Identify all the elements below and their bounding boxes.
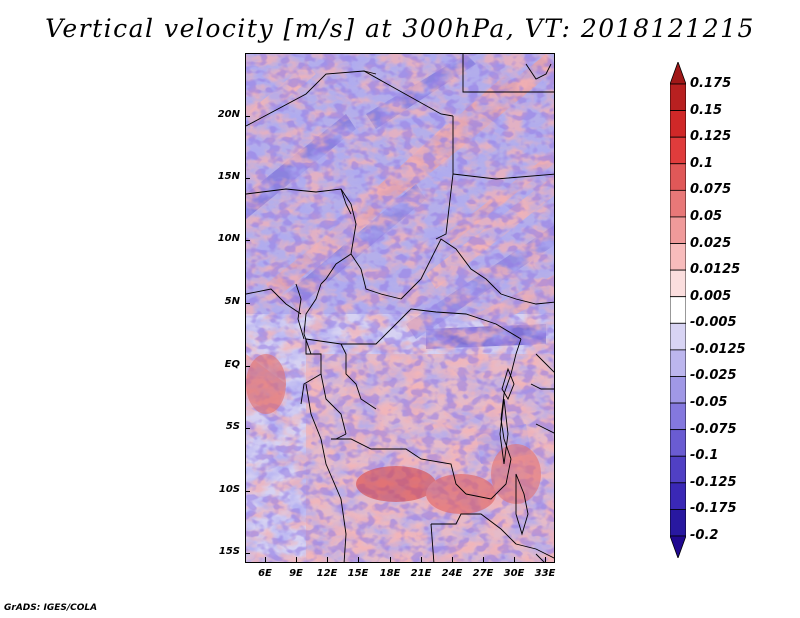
colorbar-bin xyxy=(670,216,686,244)
lon-tick xyxy=(483,557,484,562)
colorbar-label: -0.2 xyxy=(690,528,719,543)
colorbar-label: 0.175 xyxy=(690,76,732,91)
lat-label-15n: 15N xyxy=(217,171,240,182)
colorbar-label: 0.0125 xyxy=(690,262,741,278)
colorbar-label: 0.075 xyxy=(690,182,732,198)
lon-tick xyxy=(327,557,328,562)
colorbar-label: -0.025 xyxy=(690,368,737,384)
lon-tick xyxy=(421,557,422,562)
colorbar-bin xyxy=(670,136,686,165)
lat-tick xyxy=(245,116,250,117)
colorbar-bin xyxy=(670,455,686,484)
colorbar-bin xyxy=(670,509,686,537)
lon-tick xyxy=(358,557,359,562)
lon-label-21e: 21E xyxy=(410,568,432,579)
lat-label-5n: 5N xyxy=(224,296,240,307)
lon-label-9e: 9E xyxy=(289,568,303,579)
lon-tick xyxy=(452,557,453,562)
lat-tick xyxy=(245,366,250,367)
grads-credit: GrADS: IGES/COLA xyxy=(4,603,98,613)
map-panel xyxy=(245,53,555,563)
colorbar-label: 0.125 xyxy=(690,129,732,145)
colorbar-bin xyxy=(670,402,686,431)
colorbar-label: 0.05 xyxy=(690,208,723,224)
colorbar-bin xyxy=(670,83,686,111)
lon-tick xyxy=(265,557,266,562)
colorbar-min-arrow xyxy=(670,535,686,558)
lon-label-18e: 18E xyxy=(379,568,401,579)
colorbar-label: -0.0125 xyxy=(690,341,746,357)
lat-tick xyxy=(245,553,250,554)
lat-tick xyxy=(245,240,250,241)
lat-label-5s: 5S xyxy=(225,421,240,432)
colorbar-bin xyxy=(670,296,686,324)
lon-label-33e: 33E xyxy=(534,568,556,579)
colorbar-bin xyxy=(670,429,686,457)
lat-tick xyxy=(245,428,250,429)
lon-tick xyxy=(390,557,391,562)
lat-label-20n: 20N xyxy=(217,109,240,120)
colorbar-bin xyxy=(670,376,686,404)
colorbar-bin xyxy=(670,163,686,191)
lat-tick xyxy=(245,491,250,492)
lat-tick xyxy=(245,178,250,179)
colorbar-bin xyxy=(670,349,686,377)
country-boundaries xyxy=(246,54,554,562)
colorbar-label: -0.125 xyxy=(690,474,737,490)
lon-label-27e: 27E xyxy=(472,568,494,579)
map-title: Vertical velocity [m/s] at 300hPa, VT: 2… xyxy=(45,14,755,43)
colorbar-bin xyxy=(670,243,686,271)
colorbar-bin xyxy=(670,269,686,298)
lon-label-12e: 12E xyxy=(316,568,338,579)
lon-tick xyxy=(514,557,515,562)
colorbar-label: -0.005 xyxy=(690,315,737,331)
lon-tick xyxy=(296,557,297,562)
lon-label-24e: 24E xyxy=(441,568,463,579)
lat-label-eq: EQ xyxy=(224,359,240,370)
lon-label-15e: 15E xyxy=(347,568,369,579)
lon-label-6e: 6E xyxy=(258,568,272,579)
colorbar-bin xyxy=(670,110,686,138)
colorbar-label: 0.1 xyxy=(690,155,714,171)
colorbar-label: -0.175 xyxy=(690,501,737,517)
lat-label-10n: 10N xyxy=(217,233,240,244)
colorbar-bin xyxy=(670,189,686,218)
colorbar-label: 0.15 xyxy=(690,102,723,118)
lat-label-10s: 10S xyxy=(218,484,240,495)
colorbar-label: -0.05 xyxy=(690,395,728,411)
colorbar xyxy=(670,62,686,558)
colorbar-bin xyxy=(670,482,686,510)
lon-tick xyxy=(545,557,546,562)
colorbar-max-arrow xyxy=(670,62,686,85)
lat-label-15s: 15S xyxy=(218,546,240,557)
colorbar-label: -0.1 xyxy=(690,448,719,464)
colorbar-label: 0.025 xyxy=(690,235,732,251)
colorbar-label: -0.075 xyxy=(690,421,737,437)
lat-tick xyxy=(245,303,250,304)
colorbar-label: 0.005 xyxy=(690,288,732,304)
colorbar-bin xyxy=(670,322,686,351)
lon-label-30e: 30E xyxy=(503,568,525,579)
velocity-field-map xyxy=(246,54,554,562)
